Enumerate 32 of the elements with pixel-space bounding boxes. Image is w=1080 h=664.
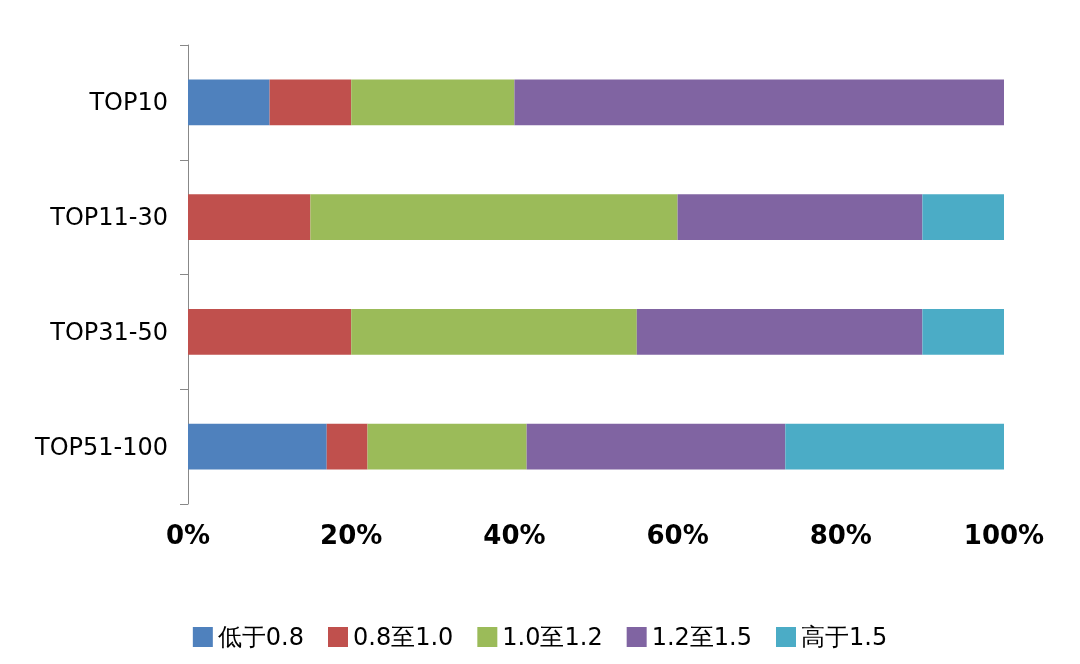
legend-label: 1.2至1.5 (651, 623, 753, 651)
bar (188, 308, 352, 355)
x-tick-label: 100% (963, 520, 1045, 550)
y-tick-label: TOP51-100 (33, 432, 168, 461)
y-tick-label: TOP31-50 (49, 317, 168, 346)
legend-label: 低于0.8 (217, 623, 304, 651)
x-tick-label: 0% (165, 520, 211, 550)
bar (636, 308, 923, 355)
bar (188, 79, 270, 126)
x-tick-label: 40% (483, 520, 546, 550)
legend-label: 0.8至1.0 (353, 623, 454, 651)
x-tick-label: 60% (646, 520, 709, 550)
bar (526, 423, 786, 470)
bar (514, 79, 1004, 126)
legend-label: 高于1.5 (801, 623, 888, 651)
bar (677, 194, 923, 241)
bar (188, 194, 311, 241)
bar (269, 79, 352, 126)
bar (351, 79, 515, 126)
bar (922, 308, 1004, 355)
y-tick-label: TOP10 (88, 88, 168, 117)
bar (310, 194, 678, 241)
x-tick-label: 20% (320, 520, 383, 550)
bar (351, 308, 637, 355)
bar (188, 423, 327, 470)
y-tick-label: TOP11-30 (49, 203, 168, 232)
bar (326, 423, 368, 470)
bar (922, 194, 1004, 241)
bar (367, 423, 527, 470)
x-tick-label: 80% (809, 520, 872, 550)
bar (785, 423, 1004, 470)
legend-label: 1.0至1.2 (502, 623, 603, 651)
